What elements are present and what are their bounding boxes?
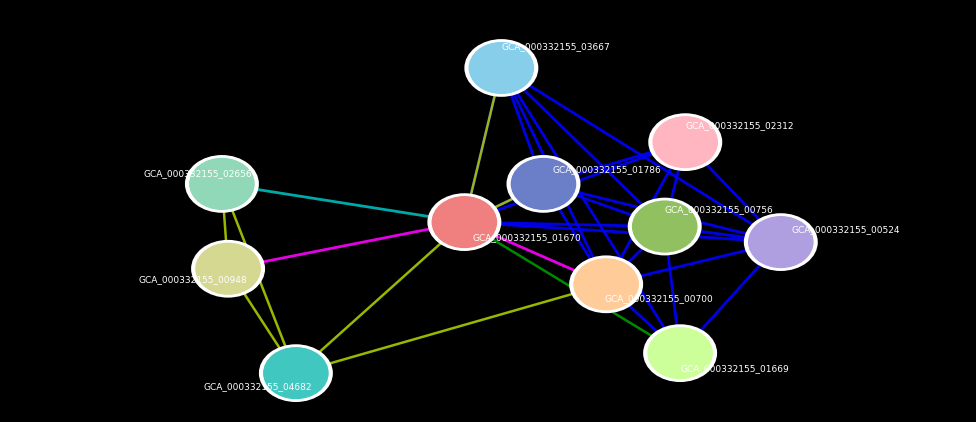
Text: GCA_000332155_04682: GCA_000332155_04682 [203, 382, 312, 391]
Ellipse shape [744, 213, 818, 271]
Ellipse shape [631, 200, 698, 253]
Ellipse shape [748, 216, 814, 269]
Text: GCA_000332155_00524: GCA_000332155_00524 [792, 225, 900, 234]
Ellipse shape [628, 197, 702, 255]
Text: GCA_000332155_02656: GCA_000332155_02656 [143, 169, 253, 178]
Ellipse shape [648, 113, 722, 171]
Text: GCA_000332155_01670: GCA_000332155_01670 [472, 233, 582, 242]
Ellipse shape [188, 157, 256, 211]
Ellipse shape [510, 157, 577, 211]
Ellipse shape [507, 155, 581, 213]
Ellipse shape [184, 155, 259, 213]
Ellipse shape [652, 116, 718, 169]
Ellipse shape [569, 255, 643, 313]
Text: GCA_000332155_02312: GCA_000332155_02312 [685, 121, 793, 130]
Text: GCA_000332155_01669: GCA_000332155_01669 [680, 364, 789, 373]
Text: GCA_000332155_00948: GCA_000332155_00948 [139, 275, 247, 284]
Ellipse shape [647, 327, 713, 380]
Ellipse shape [263, 346, 329, 400]
Text: GCA_000332155_00700: GCA_000332155_00700 [604, 294, 712, 303]
Ellipse shape [259, 344, 333, 402]
Ellipse shape [194, 242, 262, 295]
Text: GCA_000332155_03667: GCA_000332155_03667 [502, 42, 610, 51]
Ellipse shape [427, 193, 502, 251]
Text: GCA_000332155_01786: GCA_000332155_01786 [552, 165, 662, 174]
Ellipse shape [465, 39, 539, 97]
Ellipse shape [468, 41, 535, 95]
Ellipse shape [643, 324, 717, 382]
Text: GCA_000332155_00756: GCA_000332155_00756 [665, 205, 773, 214]
Ellipse shape [573, 258, 639, 311]
Ellipse shape [191, 240, 265, 298]
Ellipse shape [431, 195, 498, 249]
